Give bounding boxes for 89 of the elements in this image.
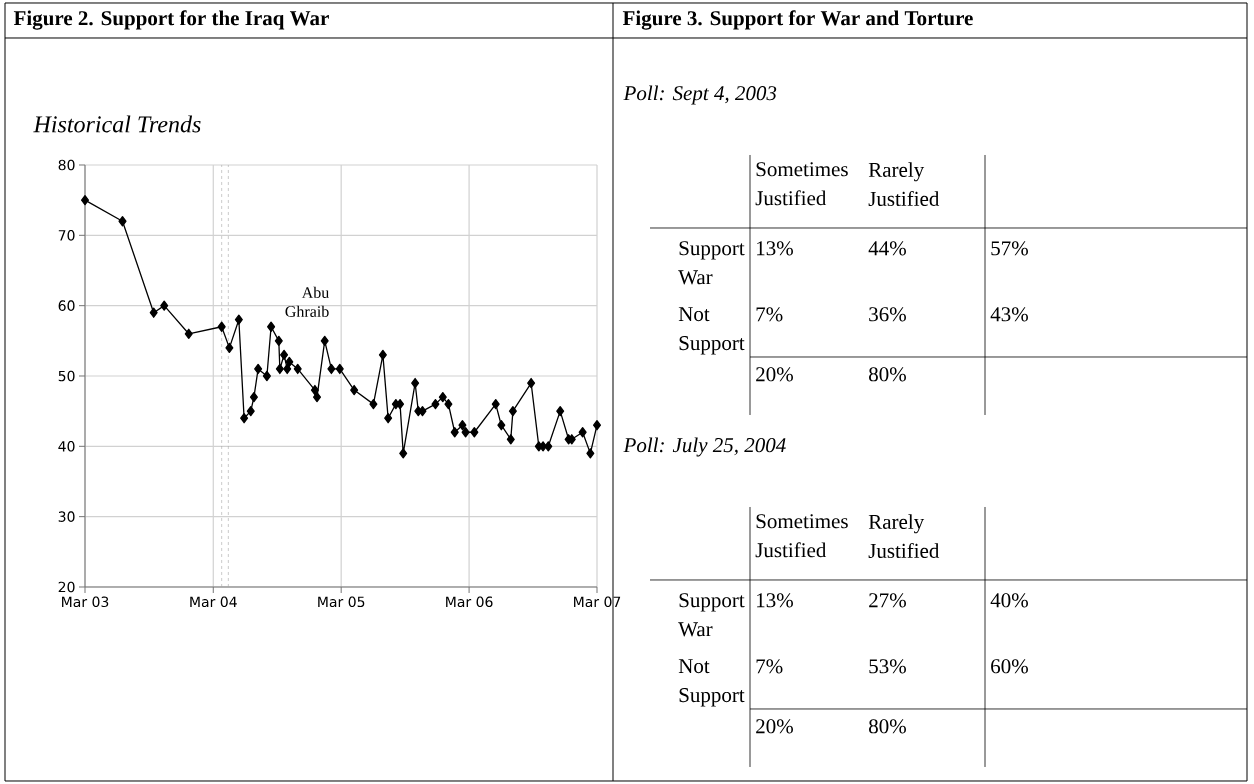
- point: [246, 406, 255, 417]
- text: 20%: [756, 367, 793, 382]
- text: 40%: [990, 593, 1028, 608]
- point: [461, 427, 470, 438]
- point: [274, 335, 283, 346]
- point: [497, 420, 506, 431]
- point: [506, 434, 515, 445]
- y-tick-label: 40: [58, 441, 75, 452]
- point: [225, 342, 234, 354]
- point: [556, 406, 565, 417]
- point: [586, 448, 595, 459]
- point: [217, 321, 226, 332]
- category-label: Support War: [678, 241, 745, 285]
- point: [249, 391, 258, 403]
- point: [267, 321, 276, 332]
- x-tick-label: Mar 07: [574, 596, 621, 608]
- point: [578, 427, 587, 438]
- text: 60%: [991, 659, 1028, 674]
- point: [254, 363, 263, 375]
- y-tick-label: 30: [58, 511, 75, 522]
- text: 36%: [869, 307, 906, 322]
- point: [378, 349, 387, 361]
- point: [450, 427, 459, 438]
- point: [527, 377, 536, 389]
- category-label: Rarely Justified: [868, 514, 940, 558]
- x-tick-label: Mar 03: [62, 596, 109, 608]
- text: 7%: [756, 307, 783, 322]
- point: [399, 448, 408, 459]
- text: 80%: [869, 719, 906, 734]
- chart-title: Figure 2. Support for the Iraq War: [13, 10, 329, 30]
- text: 80%: [869, 367, 906, 382]
- point: [444, 398, 453, 410]
- point: [149, 307, 158, 318]
- point: [240, 413, 249, 424]
- point: [384, 413, 393, 424]
- point: [310, 384, 319, 396]
- text: 57%: [991, 241, 1028, 256]
- point: [275, 363, 284, 375]
- point: [160, 300, 169, 311]
- point: [280, 349, 289, 361]
- category-label: Rarely Justified: [868, 162, 940, 206]
- point: [80, 195, 90, 206]
- y-tick-label: 60: [58, 300, 75, 311]
- point: [350, 384, 359, 396]
- point: [431, 398, 440, 410]
- text: 43%: [990, 307, 1028, 322]
- x-tick-label: Mar 05: [318, 596, 365, 608]
- text: 20%: [756, 719, 793, 734]
- point: [458, 420, 467, 431]
- category-label: Not Support: [678, 307, 745, 355]
- point: [508, 406, 517, 417]
- point: [262, 370, 271, 382]
- text: 44%: [868, 241, 906, 256]
- point: [438, 391, 447, 403]
- text: 13%: [757, 241, 793, 256]
- point: [118, 216, 127, 227]
- point: [283, 363, 292, 375]
- text: Poll: Sept 4, 2003: [623, 85, 777, 105]
- text: 53%: [869, 659, 906, 674]
- point: [544, 441, 553, 452]
- point: [293, 363, 302, 375]
- category-label: Sometimes Justified: [755, 514, 848, 558]
- point: [369, 398, 378, 410]
- point: [491, 398, 500, 410]
- x-tick-label: Mar 06: [446, 596, 493, 608]
- text: 7%: [756, 659, 783, 674]
- point: [411, 377, 420, 389]
- point: [327, 363, 336, 375]
- x-tick-label: Mar 04: [190, 596, 237, 608]
- point: [320, 335, 329, 346]
- text: Figure 3. Support for War and Torture: [622, 10, 973, 30]
- point: [592, 420, 602, 431]
- chart-subtitle: Historical Trends: [33, 115, 201, 133]
- point: [285, 356, 294, 368]
- annotation: Abu Ghraib: [285, 286, 330, 317]
- category-label: Not Support: [678, 659, 745, 707]
- point: [234, 314, 243, 325]
- category-label: Support War: [678, 593, 745, 637]
- point: [184, 328, 193, 339]
- category-label: Sometimes Justified: [755, 162, 848, 206]
- text: Poll: July 25, 2004: [623, 437, 786, 457]
- text: 13%: [757, 593, 793, 608]
- point: [470, 427, 479, 438]
- y-tick-label: 20: [58, 581, 75, 593]
- point: [335, 363, 344, 375]
- y-tick-label: 70: [58, 230, 75, 241]
- y-tick-label: 80: [58, 159, 75, 171]
- text: 27%: [869, 593, 906, 608]
- y-tick-label: 50: [58, 370, 75, 382]
